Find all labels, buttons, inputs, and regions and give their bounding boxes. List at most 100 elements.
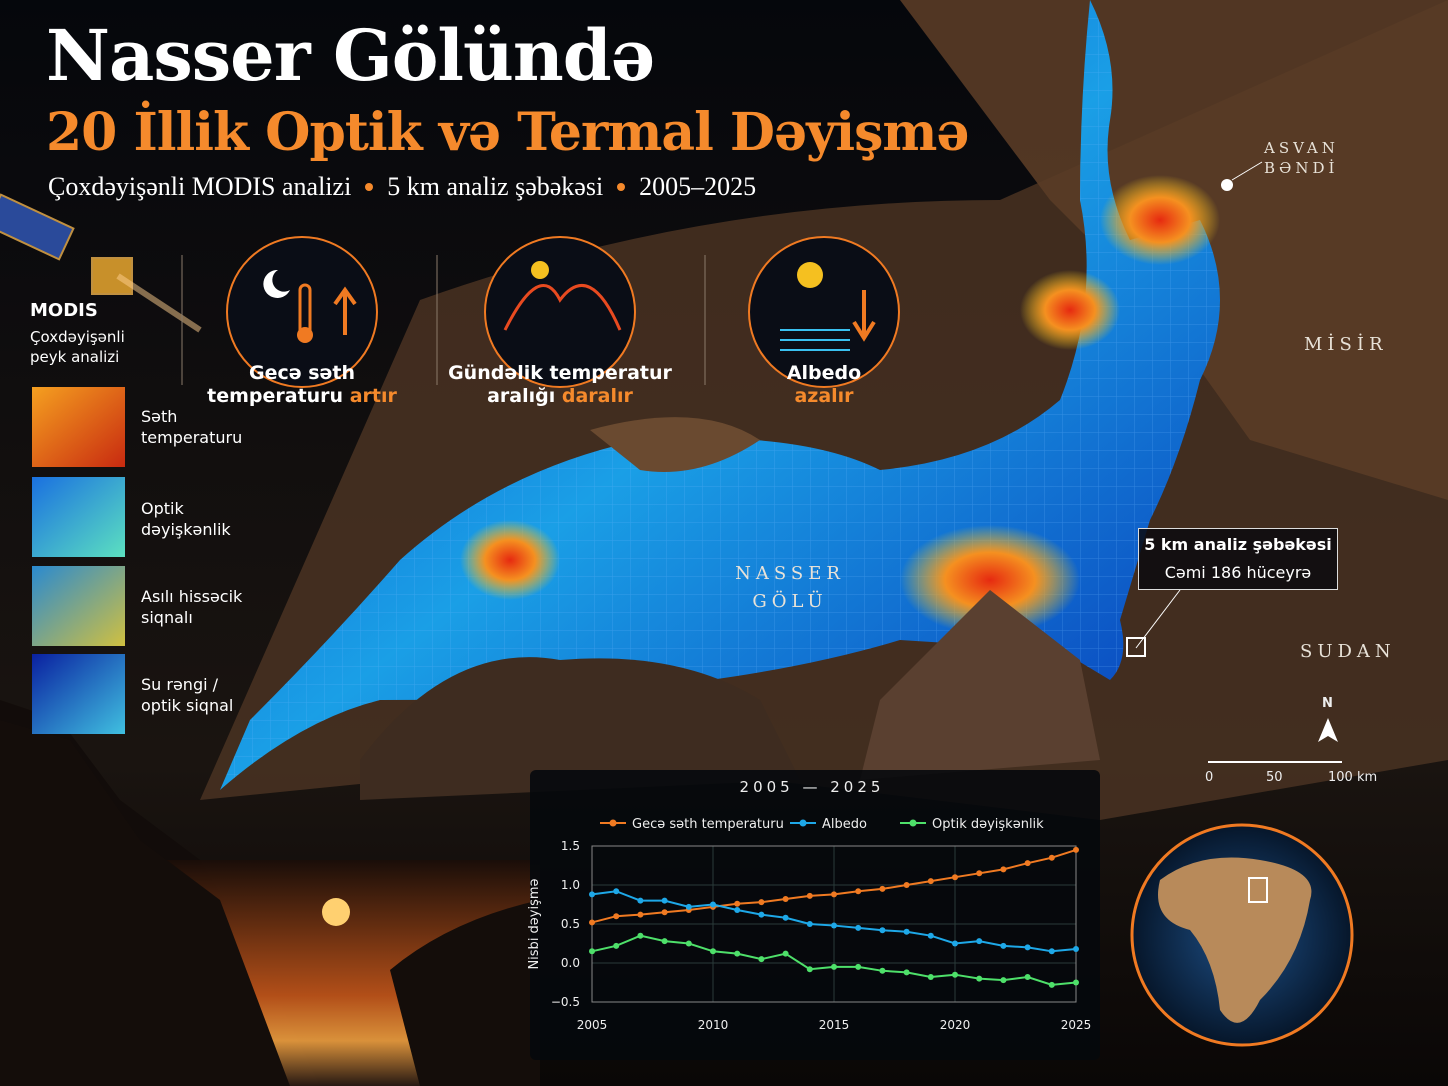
- legend-swatch: [609, 819, 617, 827]
- y-tick-label: −0.5: [551, 995, 580, 1009]
- data-point: [806, 921, 813, 927]
- data-point: [855, 888, 862, 895]
- y-axis-label: Nisbi dəyişmə: [527, 878, 542, 969]
- data-point: [1024, 944, 1031, 951]
- callout-title: 5 km analiz şəbəkəsi: [1144, 535, 1332, 554]
- data-point: [758, 956, 765, 963]
- indicator-trend: daralır: [561, 385, 633, 407]
- data-point: [806, 892, 813, 899]
- data-point: [710, 948, 716, 955]
- chart-title: 2005 — 2025: [740, 778, 885, 796]
- meta-line: Çoxdəyişənli MODIS analizi 5 km analiz ş…: [48, 172, 756, 202]
- data-point: [903, 882, 910, 888]
- data-point: [903, 928, 910, 935]
- region-label: MİSİR: [1304, 334, 1388, 355]
- data-point: [637, 897, 644, 904]
- data-point: [734, 950, 741, 957]
- data-point: [976, 870, 983, 877]
- legend-swatch: [799, 819, 807, 827]
- separator: [617, 183, 626, 191]
- x-tick-label: 2020: [940, 1018, 971, 1032]
- data-point: [1048, 948, 1055, 955]
- data-point: [1048, 854, 1055, 861]
- data-point: [613, 942, 620, 949]
- scale-label: 50: [1266, 770, 1283, 785]
- data-point: [1000, 942, 1007, 949]
- data-point: [903, 969, 910, 976]
- data-point: [952, 874, 958, 881]
- data-point: [1000, 866, 1007, 873]
- meta-item: 2005–2025: [639, 172, 757, 201]
- data-point: [1073, 979, 1079, 986]
- indicator: Gündəlik temperatur aralığı daralır: [440, 362, 680, 408]
- data-point: [976, 975, 983, 982]
- data-point: [952, 940, 958, 947]
- data-point: [1073, 945, 1079, 952]
- data-point: [589, 891, 595, 898]
- data-point: [637, 911, 644, 918]
- data-point: [661, 897, 668, 904]
- data-point: [855, 924, 862, 931]
- legend-swatch: [909, 819, 917, 827]
- scale-label: 0: [1205, 770, 1214, 785]
- data-point: [1024, 860, 1031, 867]
- indicator: Gecə səth temperaturu artır: [202, 362, 402, 408]
- data-point: [661, 938, 668, 945]
- y-tick-label: 0.0: [561, 956, 580, 970]
- layer-label: Optik dəyişkənlik: [141, 499, 231, 539]
- data-point: [1024, 974, 1031, 981]
- data-point: [685, 940, 692, 947]
- region-label: SUDAN: [1300, 641, 1396, 662]
- data-point: [879, 967, 886, 974]
- data-point: [758, 899, 765, 906]
- data-point: [710, 901, 716, 908]
- data-point: [927, 878, 934, 885]
- layer-label: Asılı hissəcik siqnalı: [141, 587, 243, 627]
- indicator-label: Gündəlik temperatur aralığı: [448, 362, 672, 407]
- x-tick-label: 2025: [1061, 1018, 1092, 1032]
- data-point: [976, 938, 983, 945]
- data-point: [661, 909, 668, 916]
- data-point: [831, 891, 837, 898]
- data-point: [637, 932, 644, 939]
- data-point: [734, 906, 741, 913]
- indicator-label: Gecə səth temperaturu: [207, 362, 356, 407]
- data-point: [1073, 846, 1079, 853]
- data-point: [782, 896, 789, 903]
- indicator-label: Albedo: [786, 362, 862, 384]
- data-point: [806, 966, 813, 973]
- legend-label: Albedo: [822, 817, 867, 832]
- x-tick-label: 2010: [698, 1018, 729, 1032]
- data-point: [831, 963, 837, 970]
- meta-item: Çoxdəyişənli MODIS analizi: [48, 172, 352, 201]
- layer-label: Su rəngi / optik siqnal: [141, 675, 234, 715]
- layer-label: Səth temperaturu: [141, 407, 243, 447]
- data-point: [613, 913, 620, 920]
- sidebar-subtitle: Çoxdəyişənli peyk analizi: [30, 328, 125, 366]
- x-tick-label: 2015: [819, 1018, 850, 1032]
- data-point: [589, 948, 595, 955]
- legend-label: Gecə səth temperaturu: [632, 817, 784, 832]
- data-point: [734, 900, 741, 907]
- data-point: [589, 919, 595, 926]
- title: Nasser Gölündə: [46, 14, 655, 97]
- sidebar-title: MODIS: [30, 300, 98, 321]
- data-point: [1000, 977, 1007, 984]
- meta-item: 5 km analiz şəbəkəsi: [387, 172, 604, 201]
- data-point: [831, 922, 837, 929]
- data-point: [855, 963, 862, 970]
- data-point: [927, 932, 934, 939]
- data-point: [613, 888, 620, 895]
- lake-label: NASSER GÖLÜ: [735, 563, 845, 612]
- dam-label: ASVAN BƏNDİ: [1264, 139, 1339, 177]
- data-point: [879, 885, 886, 892]
- data-point: [782, 950, 789, 957]
- data-point: [879, 927, 886, 934]
- data-point: [927, 974, 934, 981]
- x-tick-label: 2005: [577, 1018, 608, 1032]
- y-tick-label: 0.5: [561, 917, 580, 931]
- data-point: [782, 914, 789, 921]
- y-tick-label: 1.5: [561, 839, 580, 853]
